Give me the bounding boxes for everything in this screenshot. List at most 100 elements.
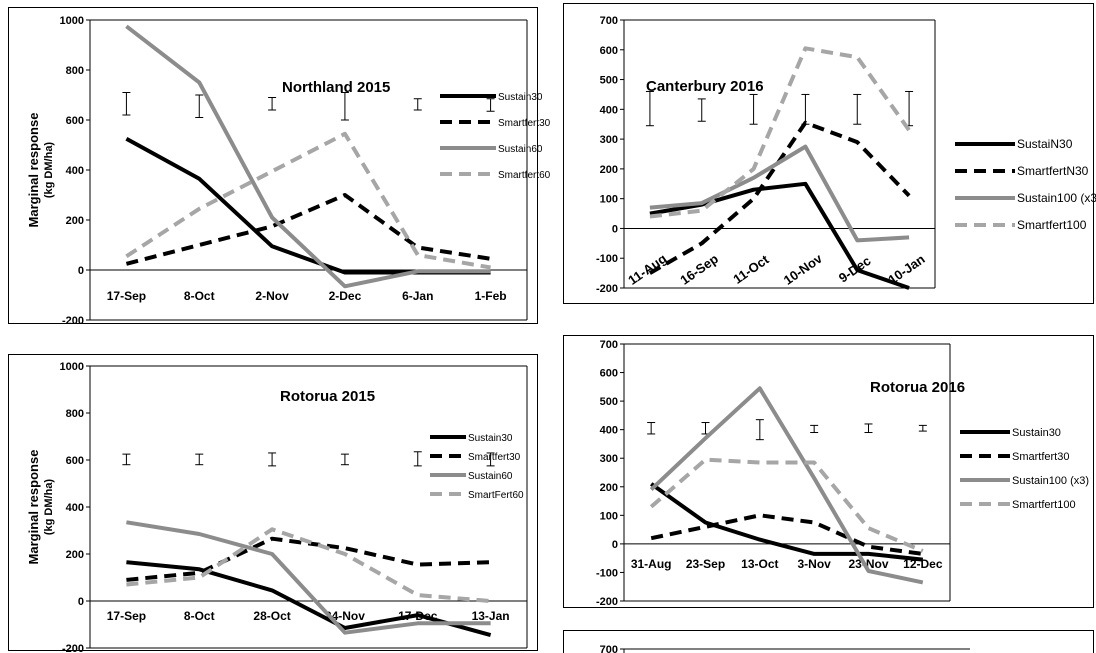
y-tick-label: 0 — [78, 596, 84, 608]
legend-label: SustaiN30 — [1017, 137, 1073, 151]
y-tick-label: 700 — [600, 339, 618, 351]
x-tick-label: 1-Feb — [475, 289, 507, 303]
error-bar — [864, 423, 873, 434]
chart-frame — [563, 3, 1094, 304]
y-tick-label: 500 — [600, 75, 618, 87]
legend-label: Smartfert30 — [1012, 451, 1069, 463]
chart-frame — [8, 7, 538, 324]
y-tick-label: -200 — [62, 643, 84, 653]
y-tick-label: 600 — [66, 115, 84, 127]
x-tick-label: 23-Sep — [686, 557, 725, 571]
y-tick-label: 200 — [66, 215, 84, 227]
series-line-sustain30 — [649, 181, 910, 290]
legend-label: Sustain100 (x3) — [1012, 475, 1089, 487]
error-bar — [749, 93, 758, 125]
legend-label: Smartfert100 — [1017, 218, 1087, 232]
legend: Sustain30 Smartfert30 Sustain60 SmartFert60 — [430, 433, 524, 501]
legend-label: Sustain30 — [1012, 427, 1061, 439]
legend: SustaiN30 SmartfertN30 Sustain100 (x3) Smar… — [955, 137, 1096, 232]
chart-panel-1: -200 0 200 400 600 800 1000 17-Sep 8-Oct 2-Nov 2-D… — [8, 7, 551, 327]
y-axis-unit: (kg DM/ha) — [43, 142, 55, 199]
legend: Sustain30 Smartfert30 Sustain60 Smartfert60 — [440, 92, 551, 181]
chart-panel-4: -200 -100 0 100 200 300 400 500 600 700 31-Aug 23-S… — [563, 335, 1094, 608]
x-tick-label: 6-Jan — [402, 289, 433, 303]
y-tick-label: -200 — [62, 315, 84, 327]
legend-label: Smartfert30 — [468, 452, 521, 463]
y-axis-label: Marginal response — [26, 113, 41, 228]
legend-label: SmartFert60 — [468, 490, 524, 501]
series-line-sustain60 — [125, 24, 491, 289]
error-bar — [486, 98, 495, 112]
y-tick-label: 700 — [600, 15, 618, 27]
legend-label: Sustain60 — [468, 471, 513, 482]
x-tick-label: 31-Aug — [631, 557, 672, 571]
y-tick-label: 0 — [78, 265, 84, 277]
y-tick-label: 400 — [600, 425, 618, 437]
series-line-smartfert60 — [126, 527, 491, 603]
y-tick-label: 600 — [66, 455, 84, 467]
x-tick-label: 13-Oct — [741, 557, 778, 571]
legend-label: Smartfert60 — [498, 170, 551, 181]
chart-frame — [563, 335, 1094, 608]
series-line-sustain30 — [650, 482, 924, 562]
x-tick-label: 2-Nov — [255, 289, 289, 303]
y-tick-label: 800 — [66, 65, 84, 77]
legend-label: Sustain60 — [498, 144, 543, 155]
x-tick-label: 23-Nov — [848, 557, 888, 571]
error-bar — [413, 98, 422, 111]
y-tick-label: 100 — [600, 510, 618, 522]
y-tick-label: 400 — [66, 165, 84, 177]
series-line-sustain100-x3- — [649, 386, 924, 585]
x-tick-label: 28-Oct — [253, 609, 290, 623]
chart-title: Rotorua 2015 — [280, 388, 375, 405]
error-bar — [645, 90, 654, 127]
x-tick-label: 17-Sep — [107, 289, 146, 303]
error-bar — [918, 424, 927, 432]
y-tick-label: 600 — [600, 45, 618, 57]
y-axis-label: Marginal response — [26, 450, 41, 565]
error-bar — [340, 453, 349, 466]
chart-frame — [563, 630, 1094, 653]
series-line-smartfert30 — [650, 513, 924, 556]
legend: Sustain30 Smartfert30 Sustain100 (x3) Smart… — [960, 427, 1089, 511]
y-tick-label: -200 — [596, 596, 618, 608]
legend-label: Smartfert30 — [498, 118, 551, 129]
series-line-sustain100-x3- — [649, 144, 910, 243]
y-tick-label: 0 — [612, 223, 618, 235]
y-tick-label: 400 — [600, 104, 618, 116]
y-tick-label: 300 — [600, 453, 618, 465]
series-line-smartfert60 — [125, 131, 491, 270]
error-bar — [486, 452, 495, 467]
chart-panel-5: 700 — [563, 630, 1094, 653]
chart-title: Northland 2015 — [282, 79, 390, 96]
y-tick-label: 1000 — [60, 15, 84, 27]
error-bar — [697, 98, 706, 122]
x-tick-label: 13-Jan — [472, 609, 510, 623]
chart-frame — [8, 354, 538, 651]
x-tick-label: 17-Sep — [107, 609, 146, 623]
x-tick-label: 8-Oct — [184, 609, 215, 623]
chart-title: Rotorua 2016 — [870, 379, 965, 396]
x-tick-label: 8-Oct — [184, 289, 215, 303]
series-line-sustain60 — [126, 520, 491, 635]
y-tick-label: 700 — [600, 644, 618, 653]
y-tick-label: 100 — [600, 194, 618, 206]
y-tick-label: 400 — [66, 502, 84, 514]
error-bar — [122, 453, 131, 466]
series-line-smartfert30 — [125, 193, 491, 266]
y-tick-label: 600 — [600, 368, 618, 380]
error-bar — [268, 97, 277, 111]
legend-label: Sustain30 — [498, 92, 543, 103]
error-bar — [853, 93, 862, 125]
legend-label: Sustain30 — [468, 433, 513, 444]
error-bar — [755, 419, 764, 441]
error-bar — [195, 94, 204, 118]
y-tick-label: 500 — [600, 396, 618, 408]
legend-label: Smartfert100 — [1012, 499, 1076, 511]
series-line-sustain30 — [126, 560, 492, 638]
error-bar — [810, 424, 819, 434]
error-bar — [195, 453, 204, 466]
y-tick-label: 1000 — [60, 361, 84, 373]
y-tick-label: 200 — [66, 549, 84, 561]
y-tick-label: -100 — [596, 567, 618, 579]
